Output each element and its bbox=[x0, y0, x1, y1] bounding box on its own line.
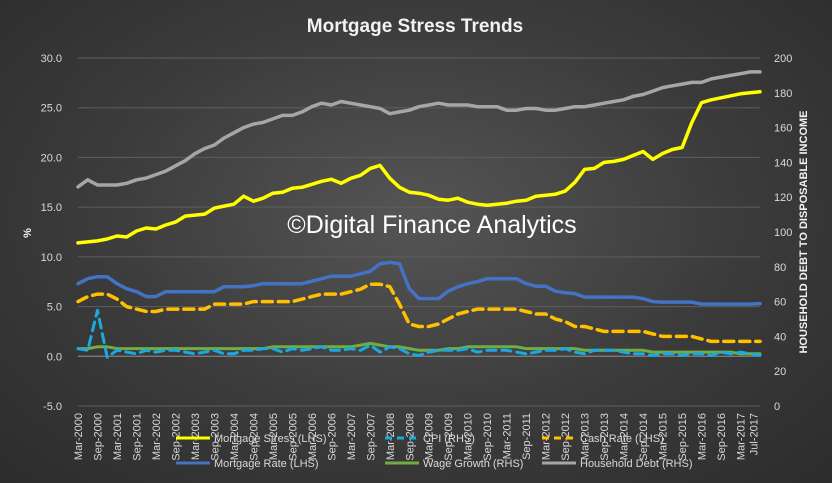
series-line-3 bbox=[76, 260, 762, 306]
x-tick-label: Sep-2005 bbox=[287, 413, 299, 461]
legend-label: Mortgage Rate (LHS) bbox=[214, 458, 319, 470]
x-tick-label: Mar-2007 bbox=[346, 413, 358, 460]
x-tick-label: Sep-2003 bbox=[209, 413, 221, 461]
x-tick-label: Mar-2015 bbox=[658, 413, 670, 460]
series-line-2 bbox=[76, 282, 762, 344]
right-tick-label: 0 bbox=[774, 401, 780, 413]
chart-title: Mortgage Stress Trends bbox=[307, 16, 523, 37]
legend-label: Household Debt (RHS) bbox=[580, 458, 693, 470]
series-line-1 bbox=[76, 308, 762, 359]
x-tick-label: Jul-2017 bbox=[748, 413, 760, 455]
x-tick-label: Mar-2009 bbox=[424, 413, 436, 460]
x-tick-label: Mar-2001 bbox=[112, 413, 124, 460]
x-tick-label: Mar-2010 bbox=[463, 413, 475, 460]
x-tick-label: Mar-2002 bbox=[151, 413, 163, 460]
x-tick-label: Sep-2015 bbox=[677, 413, 689, 461]
left-tick-label: 15.0 bbox=[41, 202, 62, 214]
x-tick-label: Sep-2007 bbox=[365, 413, 377, 461]
left-axis-title: % bbox=[22, 228, 34, 238]
right-tick-label: 200 bbox=[774, 53, 792, 65]
x-tick-label: Mar-2017 bbox=[736, 413, 748, 460]
right-axis-ticks: 0 20 40 60 80 100 120 140 160 180 200 bbox=[774, 53, 792, 413]
legend-label: Wage Growth (RHS) bbox=[423, 458, 523, 470]
right-tick-label: 80 bbox=[774, 262, 786, 274]
watermark-text: ©Digital Finance Analytics bbox=[287, 211, 576, 239]
x-tick-label: Mar-2016 bbox=[697, 413, 709, 460]
right-tick-label: 60 bbox=[774, 297, 786, 309]
left-tick-label: 5.0 bbox=[47, 302, 62, 314]
x-tick-label: Mar-2014 bbox=[619, 413, 631, 460]
right-tick-label: 120 bbox=[774, 192, 792, 204]
right-tick-label: 140 bbox=[774, 157, 792, 169]
left-tick-label: 20.0 bbox=[41, 152, 62, 164]
right-tick-label: 40 bbox=[774, 331, 786, 343]
left-tick-label: 30.0 bbox=[41, 53, 62, 65]
x-tick-label: Sep-2014 bbox=[638, 413, 650, 461]
x-tick-label: Sep-2006 bbox=[326, 413, 338, 461]
left-axis-ticks: -5.0 0.0 5.0 10.0 15.0 20.0 25.0 30.0 bbox=[41, 53, 62, 413]
right-tick-label: 100 bbox=[774, 227, 792, 239]
x-tick-label: Mar-2011 bbox=[502, 413, 514, 459]
x-tick-label: Sep-2001 bbox=[131, 413, 143, 461]
right-tick-label: 180 bbox=[774, 88, 792, 100]
x-tick-label: Sep-2004 bbox=[248, 413, 260, 461]
legend-label: Cash Rate (LHS) bbox=[580, 433, 664, 445]
series-line-0 bbox=[76, 90, 762, 245]
right-tick-label: 20 bbox=[774, 366, 786, 378]
x-tick-label: Sep-2011 bbox=[521, 413, 533, 460]
right-axis-title: HOUSEHOLD DEBT TO DISPOSABLE INCOME bbox=[798, 110, 810, 353]
x-tick-label: Sep-2010 bbox=[482, 413, 494, 461]
left-tick-label: 10.0 bbox=[41, 252, 62, 264]
legend-label: Mortgage Stress (LHS) bbox=[214, 433, 326, 445]
left-tick-label: 25.0 bbox=[41, 103, 62, 115]
x-tick-label: Mar-2000 bbox=[73, 413, 85, 460]
x-tick-label: Sep-2013 bbox=[599, 413, 611, 461]
x-tick-label: Mar-2006 bbox=[307, 413, 319, 460]
legend-label: CPI (RHS) bbox=[423, 433, 475, 445]
x-tick-label: Sep-2009 bbox=[443, 413, 455, 461]
left-tick-label: 0.0 bbox=[47, 351, 62, 363]
series-layer bbox=[76, 70, 762, 359]
right-tick-label: 160 bbox=[774, 123, 792, 135]
series-line-4 bbox=[76, 341, 762, 356]
x-tick-label: Sep-2016 bbox=[716, 413, 728, 461]
x-tick-label: Mar-2004 bbox=[229, 413, 241, 460]
x-tick-label: Mar-2013 bbox=[580, 413, 592, 460]
x-axis-ticks: Mar-2000 Sep-2000 Mar-2001 Sep-2001 Mar-2002… bbox=[73, 413, 760, 461]
x-tick-label: Sep-2000 bbox=[92, 413, 104, 461]
series-line-5 bbox=[76, 70, 762, 189]
legend: Mortgage Stress (LHS) CPI (RHS) Cash Rate … bbox=[176, 433, 693, 470]
left-tick-label: -5.0 bbox=[43, 401, 62, 413]
x-tick-label: Mar-2005 bbox=[268, 413, 280, 460]
